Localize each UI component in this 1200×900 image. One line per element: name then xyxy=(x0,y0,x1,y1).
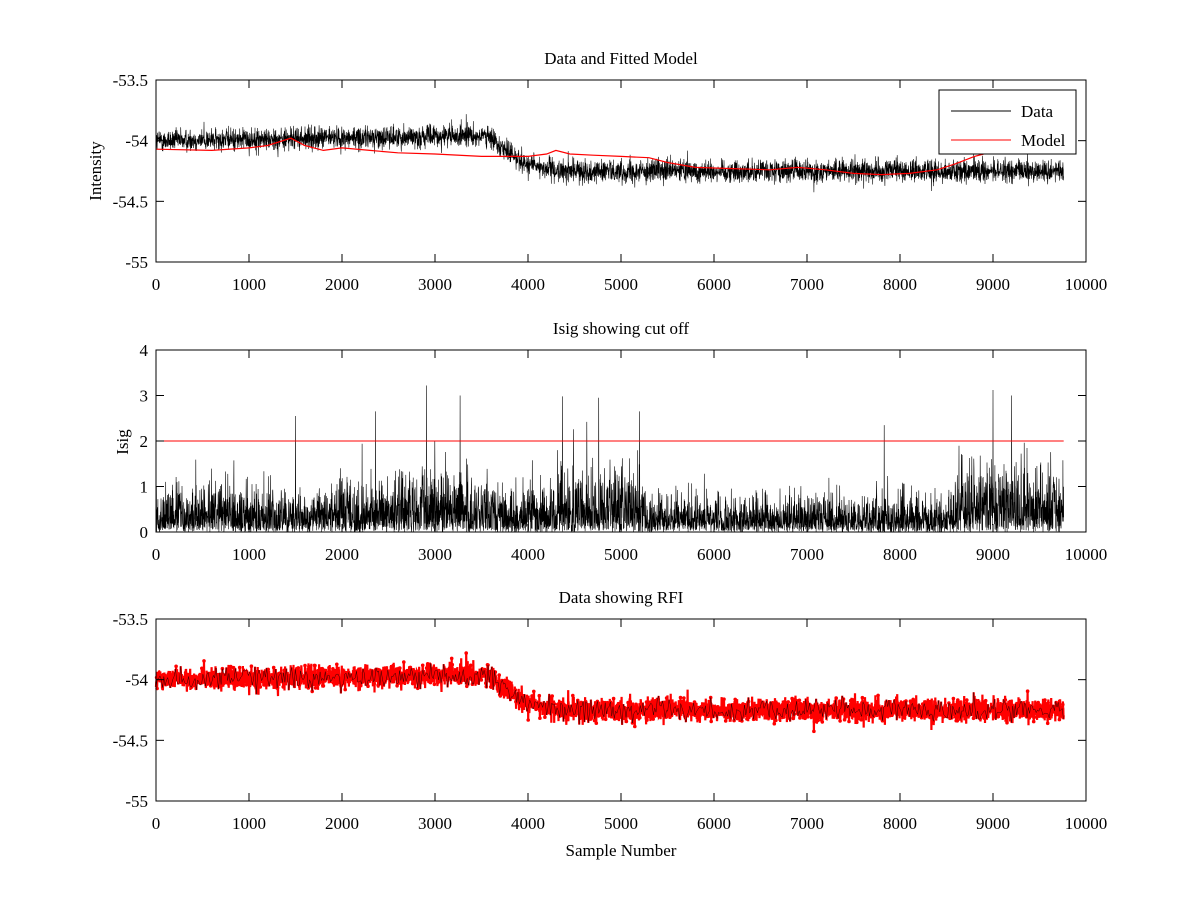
x-tick-label: 8000 xyxy=(883,275,917,294)
data-line xyxy=(155,114,1064,193)
y-tick-label: 4 xyxy=(140,341,149,360)
y-tick-label: 2 xyxy=(140,432,149,451)
y-tick-label: 3 xyxy=(140,387,149,406)
x-tick-label: 6000 xyxy=(697,814,731,833)
subplot-2-yticks: 0 1 2 3 4 xyxy=(140,341,1086,542)
subplot-1-yticks: -55 -54.5 -54 -53.5 xyxy=(113,71,1086,272)
y-tick-label: -55 xyxy=(125,253,148,272)
x-tick-label: 9000 xyxy=(976,275,1010,294)
legend-model-label: Model xyxy=(1021,131,1066,150)
legend-box xyxy=(938,89,1077,155)
subplot-1-xticks: 0 1000 2000 3000 4000 5000 6000 7000 8000 9000 100… xyxy=(152,80,1108,294)
y-tick-label: 1 xyxy=(140,478,149,497)
data-line xyxy=(155,663,1064,725)
x-tick-label: 9000 xyxy=(976,545,1010,564)
x-tick-label: 1000 xyxy=(232,545,266,564)
y-tick-label: -54.5 xyxy=(113,731,148,750)
x-tick-label: 2000 xyxy=(325,275,359,294)
y-tick-label: -54 xyxy=(125,132,148,151)
subplot-3-title: Data showing RFI xyxy=(559,588,684,607)
x-tick-label: 0 xyxy=(152,814,161,833)
y-tick-label: -53.5 xyxy=(113,71,148,90)
x-tick-label: 4000 xyxy=(511,275,545,294)
x-tick-label: 2000 xyxy=(325,545,359,564)
subplot-1-series-data xyxy=(155,114,1064,193)
subplot-1-series-model xyxy=(155,137,984,176)
x-tick-label: 5000 xyxy=(604,275,638,294)
y-tick-label: -54.5 xyxy=(113,192,148,211)
x-tick-label: 4000 xyxy=(511,545,545,564)
x-tick-label: 4000 xyxy=(511,814,545,833)
y-tick-label: -55 xyxy=(125,792,148,811)
x-tick-label: 7000 xyxy=(790,814,824,833)
subplot-3-yticks: -55 -54.5 -54 -53.5 xyxy=(113,610,1086,811)
x-tick-label: 10000 xyxy=(1065,545,1108,564)
subplot-2-title: Isig showing cut off xyxy=(553,319,689,338)
x-tick-label: 2000 xyxy=(325,814,359,833)
x-tick-label: 7000 xyxy=(790,275,824,294)
x-tick-label: 7000 xyxy=(790,545,824,564)
subplot-3-xticks: 0 1000 2000 3000 4000 5000 6000 7000 8000 9000 100… xyxy=(152,619,1108,833)
x-tick-label: 8000 xyxy=(883,545,917,564)
subplot-2-xticks: 0 1000 2000 3000 4000 5000 6000 7000 8000 9000 100… xyxy=(152,350,1108,564)
x-tick-label: 3000 xyxy=(418,545,452,564)
subplot-2-series-isig xyxy=(155,385,1064,533)
x-tick-label: 6000 xyxy=(697,275,731,294)
x-tick-label: 5000 xyxy=(604,814,638,833)
model-line xyxy=(155,137,984,176)
subplot-3-xlabel: Sample Number xyxy=(566,841,677,860)
x-tick-label: 5000 xyxy=(604,545,638,564)
x-tick-label: 0 xyxy=(152,275,161,294)
x-tick-label: 3000 xyxy=(418,814,452,833)
y-tick-label: 0 xyxy=(140,523,149,542)
subplot-isig: Isig showing cut off Isig 0 1000 2000 3000 4… xyxy=(113,319,1107,564)
legend-data-label: Data xyxy=(1021,102,1054,121)
x-tick-label: 6000 xyxy=(697,545,731,564)
x-tick-label: 0 xyxy=(152,545,161,564)
x-tick-label: 1000 xyxy=(232,275,266,294)
x-tick-label: 8000 xyxy=(883,814,917,833)
subplot-data-rfi: Data showing RFI 0 1000 2000 3000 4000 5000 60… xyxy=(113,588,1108,860)
x-tick-label: 3000 xyxy=(418,275,452,294)
subplot-data-and-model: Data and Fitted Model Intensity 0 1000 200… xyxy=(86,49,1107,294)
y-tick-label: -53.5 xyxy=(113,610,148,629)
x-tick-label: 9000 xyxy=(976,814,1010,833)
x-tick-label: 10000 xyxy=(1065,814,1108,833)
subplot-3-series-data xyxy=(155,663,1064,725)
subplot-2-ylabel: Isig xyxy=(113,429,132,455)
x-tick-label: 1000 xyxy=(232,814,266,833)
x-tick-label: 10000 xyxy=(1065,275,1108,294)
legend: Data Model xyxy=(938,89,1077,155)
subplot-1-ylabel: Intensity xyxy=(86,141,105,201)
y-tick-label: -54 xyxy=(125,671,148,690)
isig-line xyxy=(155,385,1064,533)
subplot-1-title: Data and Fitted Model xyxy=(544,49,698,68)
